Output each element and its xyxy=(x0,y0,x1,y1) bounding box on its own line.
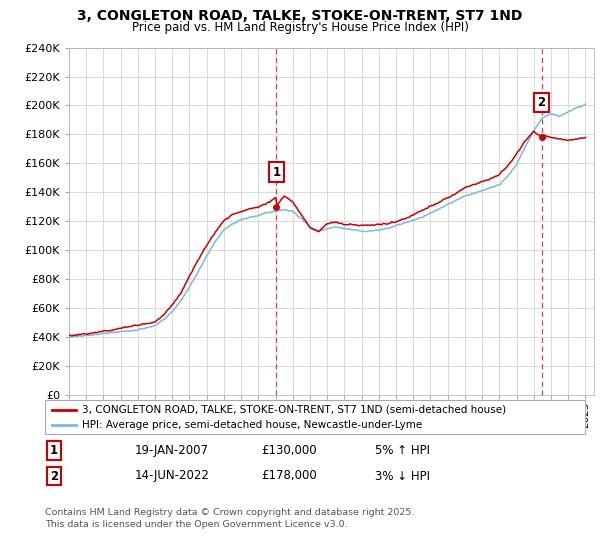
Text: £178,000: £178,000 xyxy=(261,469,317,483)
Text: 1: 1 xyxy=(50,444,58,458)
Text: Contains HM Land Registry data © Crown copyright and database right 2025.
This d: Contains HM Land Registry data © Crown c… xyxy=(45,508,415,529)
Text: HPI: Average price, semi-detached house, Newcastle-under-Lyme: HPI: Average price, semi-detached house,… xyxy=(82,419,422,430)
Text: 1: 1 xyxy=(272,166,280,179)
Text: 3, CONGLETON ROAD, TALKE, STOKE-ON-TRENT, ST7 1ND (semi-detached house): 3, CONGLETON ROAD, TALKE, STOKE-ON-TRENT… xyxy=(82,405,506,415)
Text: Price paid vs. HM Land Registry's House Price Index (HPI): Price paid vs. HM Land Registry's House … xyxy=(131,21,469,34)
Text: 14-JUN-2022: 14-JUN-2022 xyxy=(135,469,210,483)
Text: £130,000: £130,000 xyxy=(261,444,317,458)
Text: 19-JAN-2007: 19-JAN-2007 xyxy=(135,444,209,458)
Text: 5% ↑ HPI: 5% ↑ HPI xyxy=(375,444,430,458)
Text: 2: 2 xyxy=(538,96,545,109)
Text: 3, CONGLETON ROAD, TALKE, STOKE-ON-TRENT, ST7 1ND: 3, CONGLETON ROAD, TALKE, STOKE-ON-TRENT… xyxy=(77,9,523,23)
Text: 3% ↓ HPI: 3% ↓ HPI xyxy=(375,469,430,483)
Text: 2: 2 xyxy=(50,469,58,483)
